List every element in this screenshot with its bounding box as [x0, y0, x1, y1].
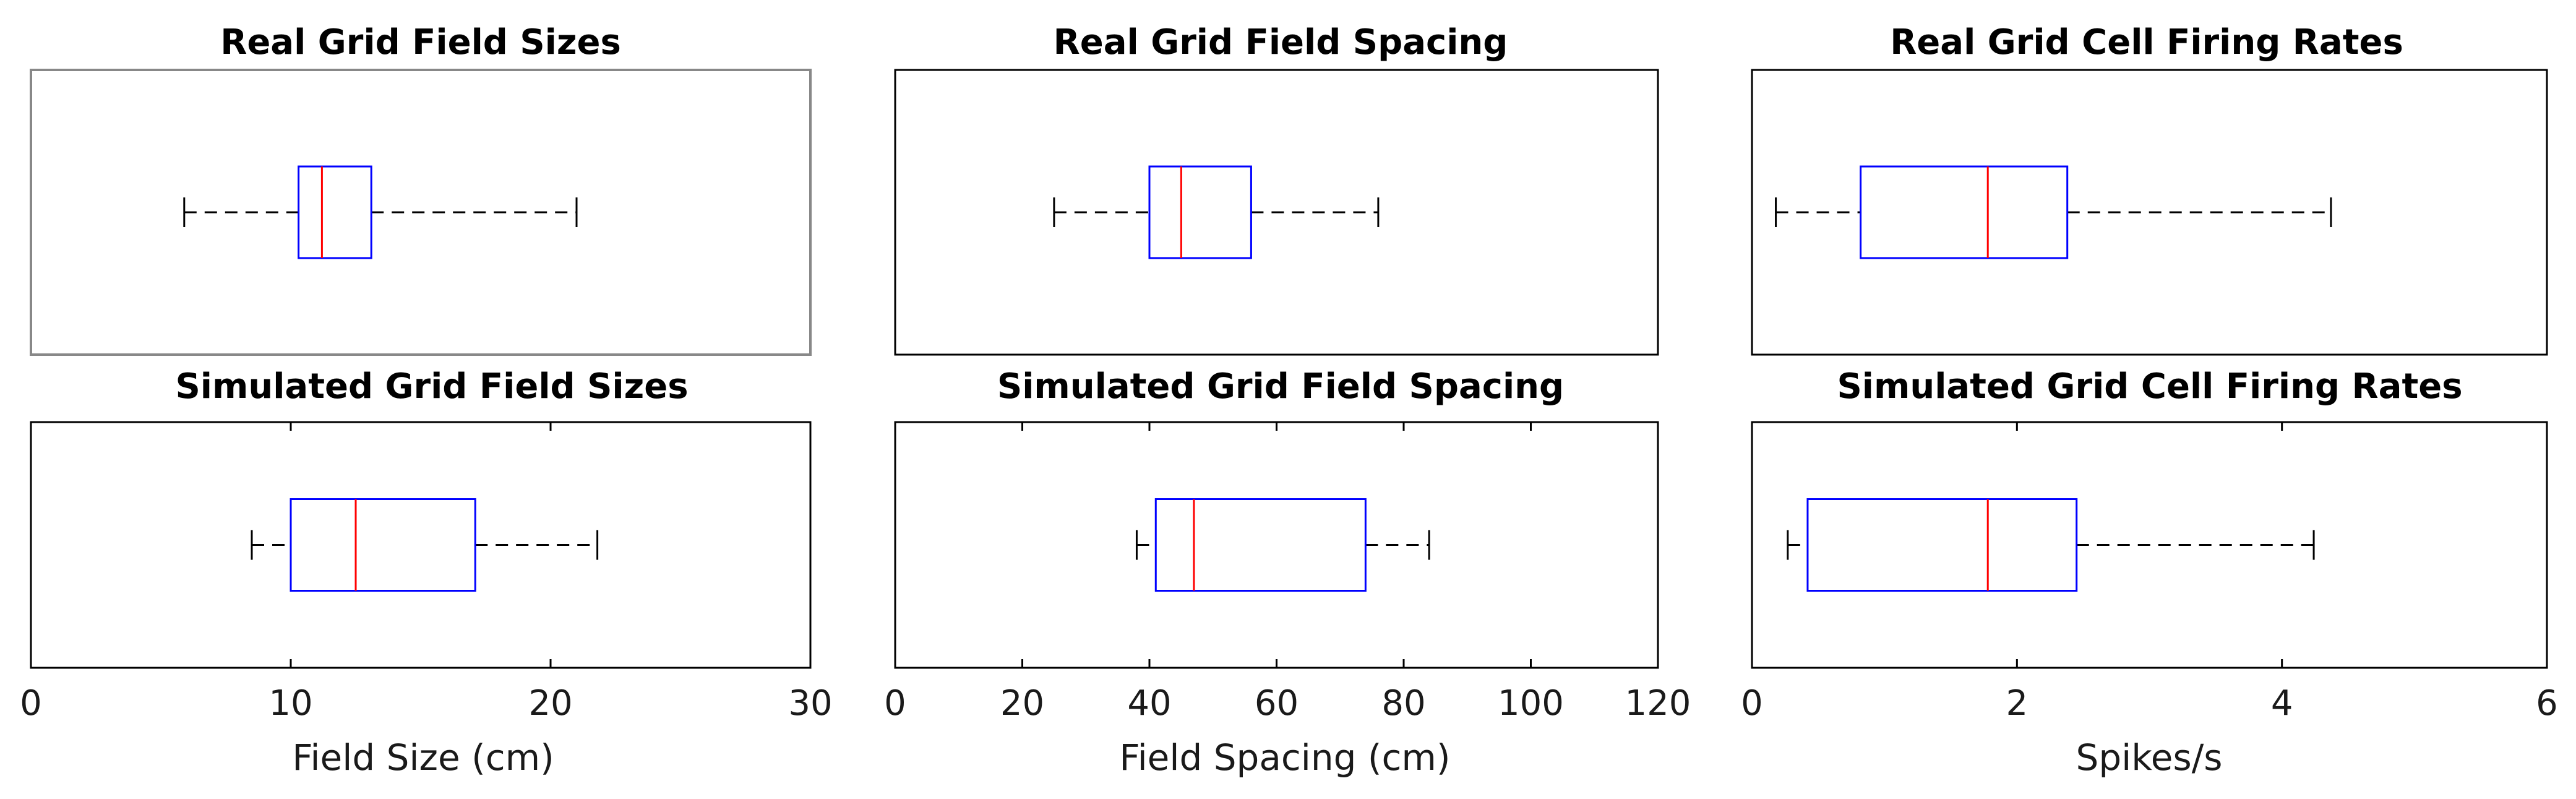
panel-simulated-field-spacing: Simulated Grid Field Spacing 0 20 40 60 80 10…: [884, 366, 1691, 779]
x-axis-ticks: 0 20 40 60 80 100 120: [884, 422, 1691, 723]
iqr-box: [1148, 165, 1252, 259]
x-tick-label: 0: [884, 683, 906, 723]
panel-title: Simulated Grid Field Spacing: [997, 366, 1564, 407]
x-tick-label: 60: [1255, 683, 1299, 723]
x-tick-label: 0: [20, 683, 42, 723]
panel-real-firing-rates: Real Grid Cell Firing Rates: [1751, 22, 2548, 356]
x-tick-label: 10: [268, 683, 312, 723]
x-tick-label: 2: [2006, 683, 2029, 723]
panel-real-field-spacing: Real Grid Field Spacing: [894, 22, 1659, 356]
x-axis-label: Field Spacing (cm): [1119, 736, 1450, 779]
iqr-box: [1806, 498, 2078, 592]
iqr-box: [290, 498, 476, 592]
plot-area: [1751, 69, 2548, 356]
boxplot-marks: [1135, 498, 1430, 592]
x-axis-ticks: 0 10 20 30: [20, 422, 833, 723]
x-axis-ticks: 0 2 4 6: [1741, 422, 2558, 723]
panel-simulated-field-sizes: Simulated Grid Field Sizes 0 10 20 30 Field…: [20, 366, 832, 779]
plot-area: [1751, 421, 2548, 669]
x-tick-label: 30: [788, 683, 832, 723]
x-tick-label: 0: [1741, 683, 1763, 723]
x-tick-label: 120: [1625, 683, 1691, 723]
boxplot-marks: [251, 498, 599, 592]
x-axis-label: Spikes/s: [2076, 736, 2223, 779]
boxplot-marks: [1787, 498, 2315, 592]
x-tick-label: 6: [2536, 683, 2558, 723]
x-tick-label: 20: [528, 683, 572, 723]
panel-real-field-sizes: Real Grid Field Sizes: [30, 22, 812, 356]
x-tick-label: 4: [2271, 683, 2293, 723]
x-axis-label: Field Size (cm): [292, 736, 554, 779]
plot-area: [894, 69, 1659, 356]
panel-title: Simulated Grid Field Sizes: [175, 366, 688, 407]
plot-area: [30, 69, 812, 356]
plot-area: [30, 421, 812, 669]
iqr-box: [1860, 165, 2069, 259]
boxplot-marks: [183, 165, 578, 259]
panel-simulated-firing-rates: Simulated Grid Cell Firing Rates 0 2 4 6 Sp…: [1741, 366, 2558, 779]
iqr-box: [1154, 498, 1367, 592]
x-tick-label: 80: [1381, 683, 1425, 723]
panel-title: Real Grid Field Sizes: [220, 22, 621, 63]
iqr-box: [298, 165, 372, 259]
panel-title: Real Grid Field Spacing: [1054, 22, 1508, 63]
panel-title: Simulated Grid Cell Firing Rates: [1837, 366, 2462, 407]
x-tick-label: 20: [1000, 683, 1044, 723]
plot-area: [894, 421, 1659, 669]
x-tick-label: 100: [1498, 683, 1564, 723]
boxplot-marks: [1775, 165, 2332, 259]
boxplot-marks: [1053, 165, 1380, 259]
panel-title: Real Grid Cell Firing Rates: [1890, 22, 2403, 63]
x-tick-label: 40: [1127, 683, 1171, 723]
